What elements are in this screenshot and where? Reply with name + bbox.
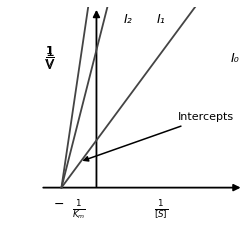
Text: Intercepts: Intercepts <box>84 113 233 161</box>
Text: $\frac{1}{V}$: $\frac{1}{V}$ <box>45 45 55 70</box>
Text: I₁: I₁ <box>156 13 165 26</box>
Text: $\frac{1}{[S]}$: $\frac{1}{[S]}$ <box>153 199 168 222</box>
Text: $\frac{1}{K_m}$: $\frac{1}{K_m}$ <box>72 199 86 222</box>
Text: I₂: I₂ <box>123 13 132 26</box>
Text: 1
V: 1 V <box>45 45 54 72</box>
Text: $-$: $-$ <box>53 197 64 209</box>
Text: I₀: I₀ <box>230 52 239 65</box>
